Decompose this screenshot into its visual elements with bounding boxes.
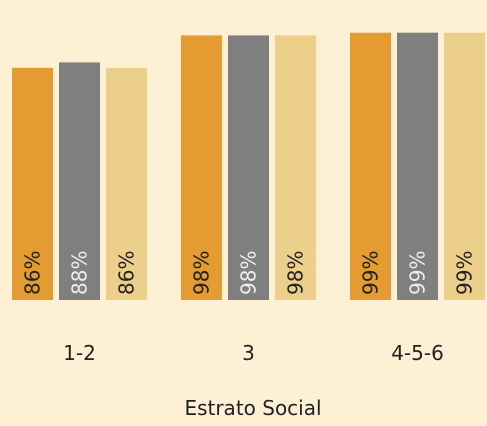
bar [228, 35, 269, 301]
data-label: 88% [68, 251, 92, 295]
bar [350, 32, 391, 300]
x-axis-title: Estrato Social [184, 396, 321, 420]
data-label: 99% [406, 251, 430, 295]
bar [181, 35, 222, 301]
data-label: 98% [237, 251, 261, 295]
data-label: 99% [453, 251, 477, 295]
data-label: 86% [21, 251, 45, 295]
bar [275, 35, 316, 301]
data-label: 99% [359, 251, 383, 295]
bar [59, 62, 100, 301]
x-tick-label: 3 [242, 341, 255, 365]
data-label: 98% [284, 251, 308, 295]
data-label: 98% [190, 251, 214, 295]
bar [12, 67, 53, 300]
bar [106, 67, 147, 300]
bar [397, 32, 438, 300]
x-tick-label: 4-5-6 [391, 341, 444, 365]
x-tick-label: 1-2 [63, 341, 96, 365]
data-label: 86% [115, 251, 139, 295]
bar [444, 32, 485, 300]
